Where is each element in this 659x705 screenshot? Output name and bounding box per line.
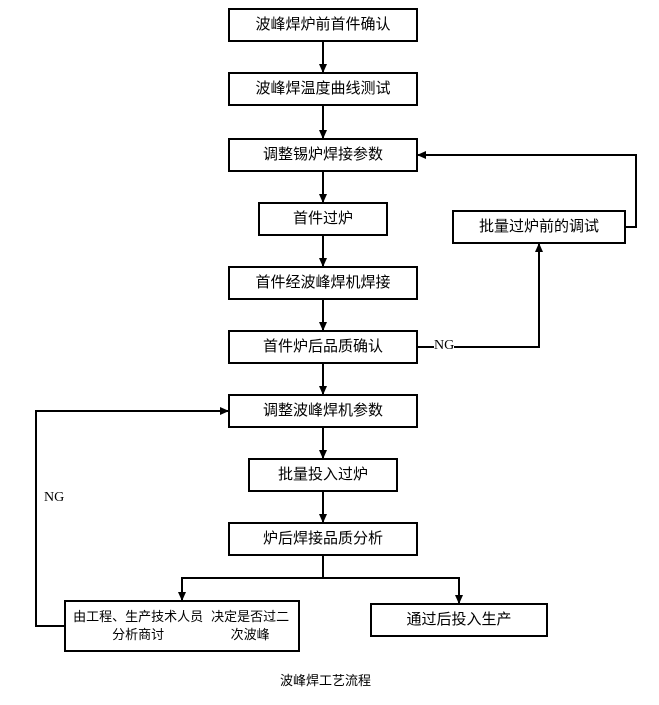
flowchart-node: 波峰焊温度曲线测试 <box>228 72 418 106</box>
flowchart-node: 由工程、生产技术人员分析商讨决定是否过二次波峰 <box>64 600 300 652</box>
flowchart-node: 调整锡炉焊接参数 <box>228 138 418 172</box>
flowchart-node: 调整波峰焊机参数 <box>228 394 418 428</box>
flowchart-node: 首件经波峰焊机焊接 <box>228 266 418 300</box>
flowchart-node: 波峰焊炉前首件确认 <box>228 8 418 42</box>
flowchart-node: 炉后焊接品质分析 <box>228 522 418 556</box>
flowchart-node: 首件过炉 <box>258 202 388 236</box>
flowchart-node: 首件炉后品质确认 <box>228 330 418 364</box>
diagram-caption: 波峰焊工艺流程 <box>280 670 371 689</box>
edge-label: NG <box>44 490 64 506</box>
edge-label: NG <box>434 338 454 354</box>
flowchart-node: 批量投入过炉 <box>248 458 398 492</box>
flowchart-node: 批量过炉前的调试 <box>452 210 626 244</box>
flowchart-node: 通过后投入生产 <box>370 603 548 637</box>
